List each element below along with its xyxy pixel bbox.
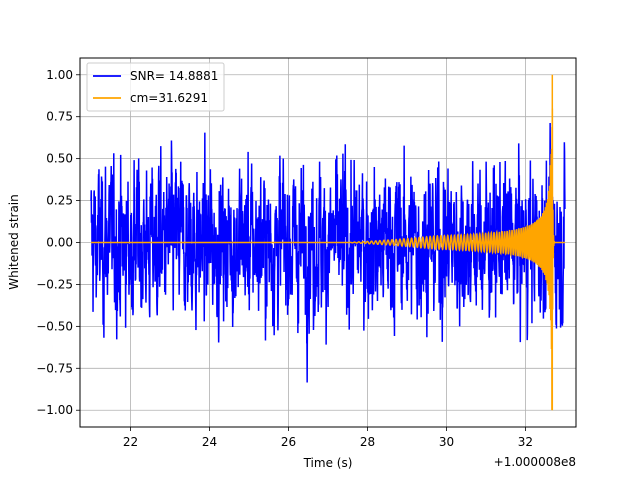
- y-tick-label: −0.75: [36, 361, 73, 375]
- legend: SNR= 14.8881 cm=31.6291: [86, 62, 225, 112]
- x-tick-label: 24: [202, 435, 217, 449]
- x-tick-label: 32: [518, 435, 533, 449]
- y-tick-label: −0.50: [36, 319, 73, 333]
- y-tick-label: 0.00: [46, 236, 73, 250]
- y-tick-label: 0.25: [46, 194, 73, 208]
- y-axis-ticks: −1.00 −0.75 −0.50 −0.25 0.00 0.25 0.50 0.75 1.00: [36, 68, 80, 417]
- y-tick-label: 0.50: [46, 152, 73, 166]
- x-tick-label: 26: [281, 435, 296, 449]
- y-tick-label: −0.25: [36, 277, 73, 291]
- x-tick-label: 22: [123, 435, 138, 449]
- x-tick-label: 30: [439, 435, 454, 449]
- legend-entry-cm: cm=31.6291: [130, 91, 208, 105]
- series-line-snr: [90, 122, 566, 383]
- x-tick-label: 28: [360, 435, 375, 449]
- legend-entry-snr: SNR= 14.8881: [130, 69, 218, 83]
- x-axis-label: Time (s): [303, 456, 353, 470]
- x-offset-label: +1.000008e8: [494, 455, 576, 469]
- y-tick-label: 0.75: [46, 110, 73, 124]
- y-axis-label: Whitened strain: [7, 194, 21, 290]
- legend-box: [86, 62, 225, 112]
- series-line-cm: [91, 108, 565, 410]
- y-tick-label: −1.00: [36, 403, 73, 417]
- y-tick-label: 1.00: [46, 68, 73, 82]
- x-axis-ticks: 22 24 26 28 30 32: [123, 427, 533, 449]
- plot-area: [90, 74, 566, 411]
